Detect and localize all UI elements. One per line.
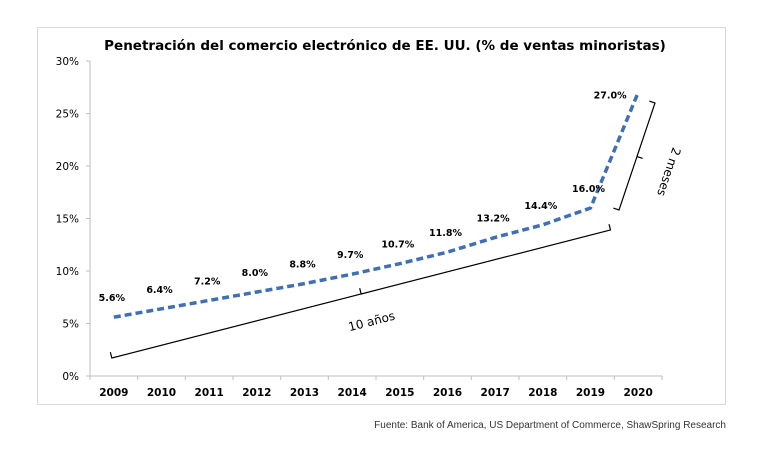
y-tick-label: 5%: [62, 319, 79, 331]
data-label: 7.2%: [194, 276, 221, 287]
series-line: [113, 91, 640, 319]
series-line-group: [113, 91, 640, 319]
y-tick-label: 20%: [56, 161, 79, 173]
axes: [86, 60, 663, 380]
data-label: 27.0%: [594, 91, 627, 102]
data-label: 11.8%: [429, 228, 462, 239]
x-tick-label: 2011: [195, 387, 224, 399]
bracket-2-months: [613, 100, 656, 211]
data-labels: 5.6% 6.4% 7.2% 8.0% 8.8% 9.7% 10.7% 11.8% 13.2% 1…: [99, 91, 627, 305]
data-label: 5.6%: [99, 293, 126, 304]
chart-frame: [37, 27, 726, 405]
chart-title: Penetración del comercio electrónico de …: [104, 38, 666, 54]
data-label: 6.4%: [146, 285, 173, 296]
annotation-2-months: 2 meses: [654, 146, 683, 198]
data-label: 10.7%: [381, 240, 414, 251]
x-tick-label: 2013: [290, 387, 319, 399]
annotation-10-years: 10 años: [347, 309, 397, 334]
y-tick-label: 15%: [56, 214, 79, 226]
source-note: Fuente: Bank of America, US Department o…: [374, 420, 726, 431]
x-tick-label: 2018: [528, 387, 557, 399]
data-label: 14.4%: [524, 201, 557, 212]
annotation-brackets: 10 años 2 meses: [109, 100, 683, 359]
y-tick-label: 25%: [56, 109, 79, 121]
y-tick-label: 10%: [56, 266, 79, 278]
x-tick-label: 2014: [338, 387, 367, 399]
x-tick-label: 2010: [147, 387, 176, 399]
y-tick-label: 30%: [56, 56, 79, 68]
x-tick-label: 2016: [433, 387, 462, 399]
x-tick-label: 2015: [385, 387, 414, 399]
data-label: 9.7%: [337, 250, 364, 261]
x-tick-label: 2019: [576, 387, 605, 399]
x-tick-label: 2020: [624, 387, 653, 399]
data-label: 16.0%: [572, 184, 605, 195]
x-tick-label: 2012: [242, 387, 271, 399]
data-label: 8.0%: [242, 268, 269, 279]
x-tick-label: 2009: [99, 387, 128, 399]
tick-labels: 0% 5% 10% 15% 20% 25% 30% 2009 2010 2011 2012 2013 2…: [56, 56, 653, 399]
data-label: 13.2%: [477, 213, 510, 224]
data-label: 8.8%: [289, 260, 316, 271]
x-tick-label: 2017: [481, 387, 510, 399]
bracket-10-years: [109, 224, 612, 359]
y-tick-label: 0%: [62, 371, 79, 383]
